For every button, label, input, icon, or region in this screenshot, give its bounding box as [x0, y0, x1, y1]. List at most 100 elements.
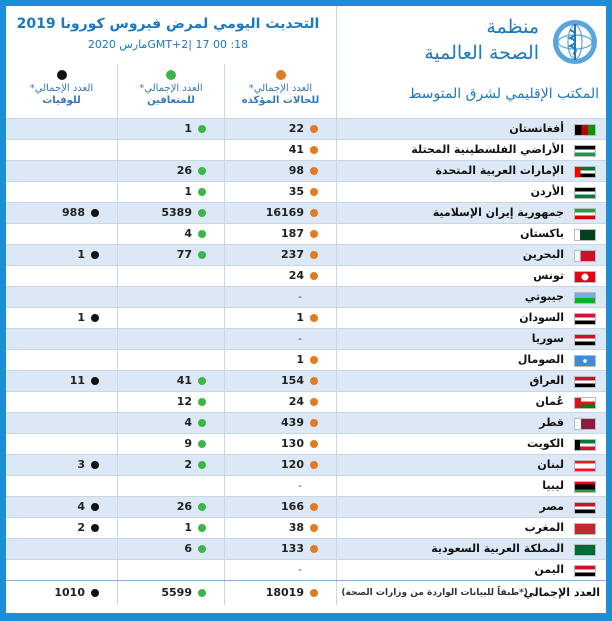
deaths-cell — [6, 413, 117, 433]
country-cell: جمهورية إيران الإسلامية — [336, 203, 606, 223]
country-name: البحرين — [522, 248, 564, 261]
deaths-value: 2 — [77, 521, 85, 534]
deaths-dot-icon — [91, 377, 99, 385]
recovered-dot-icon — [166, 70, 176, 80]
cases-value: 187 — [281, 227, 304, 240]
total-row: 1010 5599 18019 العدد الإجمالي (*طبقاً للبيا… — [6, 580, 606, 605]
table-row: 2 1 38 المغرب — [6, 517, 606, 538]
cases-value: 38 — [288, 521, 304, 534]
qatar-flag-icon — [574, 418, 596, 430]
cases-value: 1 — [296, 311, 304, 324]
recovered-value: 1 — [184, 185, 192, 198]
cases-cell: 237 — [224, 245, 336, 265]
iran-flag-icon — [574, 208, 596, 220]
country-cell: باكستان — [336, 224, 606, 244]
recovered-cell — [117, 350, 224, 370]
update-title: التحديث اليومي لمرض فيروس كورونا 2019 — [16, 16, 320, 32]
deaths-cell — [6, 119, 117, 139]
table-row: 6 133 المملكة العربية السعودية — [6, 538, 606, 559]
total-cases-dot-icon — [310, 589, 318, 597]
total-deaths-dot-icon — [91, 589, 99, 597]
table-row: 9 130 الكويت — [6, 433, 606, 454]
cases-cell: - — [224, 329, 336, 349]
recovered-cell: 2 — [117, 455, 224, 475]
deaths-header-line2: للوفيات — [42, 95, 81, 106]
total-cases-value: 18019 — [265, 586, 304, 599]
deaths-cell — [6, 266, 117, 286]
table-row: 1 الصومال — [6, 349, 606, 370]
egypt-flag-icon — [574, 502, 596, 514]
country-name: السودان — [519, 311, 564, 324]
table-row: 4 187 باكستان — [6, 223, 606, 244]
deaths-value: 11 — [69, 374, 85, 387]
country-name: الصومال — [517, 353, 564, 366]
column-header-recovered: العدد الإجمالي* للمتعافين — [117, 64, 224, 118]
total-recovered-value: 5599 — [161, 586, 192, 599]
recovered-value: 5389 — [161, 206, 192, 219]
cases-cell: 22 — [224, 119, 336, 139]
deaths-value: 4 — [77, 500, 85, 513]
recovered-dot-icon — [198, 503, 206, 511]
cases-dot-icon — [310, 209, 318, 217]
syria-flag-icon — [574, 334, 596, 346]
recovered-value: 6 — [184, 542, 192, 555]
country-cell: أفغانستان — [336, 119, 606, 139]
total-label: العدد الإجمالي — [523, 586, 600, 599]
country-cell: ليبيا — [336, 476, 606, 496]
country-name: جمهورية إيران الإسلامية — [432, 206, 564, 219]
country-cell: مصر — [336, 497, 606, 517]
cases-cell: - — [224, 476, 336, 496]
cases-dot-icon — [310, 419, 318, 427]
cases-value: 154 — [281, 374, 304, 387]
table-row: - ليبيا — [6, 475, 606, 496]
cases-header-line1: العدد الإجمالي* — [248, 83, 313, 94]
deaths-dot-icon — [56, 70, 67, 80]
cases-value: - — [298, 332, 302, 345]
recovered-cell — [117, 266, 224, 286]
country-name: قطر — [539, 416, 564, 429]
table-row: - اليمن — [6, 559, 606, 580]
cases-table: 1 22 أفغانستان 41 الأراضي الفلسطينية المحتلة… — [6, 118, 606, 605]
country-cell: جيبوتي — [336, 287, 606, 307]
recovered-dot-icon — [198, 461, 206, 469]
libya-flag-icon — [574, 481, 596, 493]
recovered-value: 41 — [176, 374, 192, 387]
country-name: الأردن — [530, 185, 564, 198]
cases-dot-icon — [310, 188, 318, 196]
deaths-cell: 1 — [6, 308, 117, 328]
country-name: أفغانستان — [509, 122, 564, 135]
cases-value: 237 — [281, 248, 304, 261]
recovered-cell: 4 — [117, 224, 224, 244]
recovered-value: 77 — [176, 248, 192, 261]
deaths-value: 1 — [77, 311, 85, 324]
total-source-note: (*طبقاً للبيانات الواردة من وزارات الصحة… — [341, 588, 528, 598]
recovered-cell: 77 — [117, 245, 224, 265]
recovered-cell — [117, 476, 224, 496]
table-row: - جيبوتي — [6, 286, 606, 307]
update-date: 18: 00 GMT+2| 17مارس 2020 — [87, 38, 249, 51]
cases-value: 120 — [281, 458, 304, 471]
recovered-value: 1 — [184, 122, 192, 135]
deaths-cell — [6, 182, 117, 202]
country-name: المملكة العربية السعودية — [431, 542, 564, 555]
recovered-dot-icon — [198, 167, 206, 175]
yemen-flag-icon — [574, 565, 596, 577]
recovered-cell: 9 — [117, 434, 224, 454]
somalia-flag-icon — [574, 355, 596, 367]
deaths-dot-icon — [91, 503, 99, 511]
country-name: الكويت — [527, 437, 564, 450]
cases-dot-icon — [310, 230, 318, 238]
deaths-dot-icon — [91, 314, 99, 322]
cases-dot-icon — [310, 440, 318, 448]
recovered-dot-icon — [198, 419, 206, 427]
saudi-arabia-flag-icon — [574, 544, 596, 556]
who-branding: منظمة الصحة العالمية المكتب الإقليمي لشر… — [336, 6, 607, 118]
country-cell: الأردن — [336, 182, 606, 202]
recovered-cell — [117, 329, 224, 349]
who-emblem-icon — [549, 16, 601, 68]
cases-dot-icon — [310, 377, 318, 385]
cases-cell: 154 — [224, 371, 336, 391]
deaths-dot-icon — [91, 209, 99, 217]
cases-dot-icon — [310, 524, 318, 532]
